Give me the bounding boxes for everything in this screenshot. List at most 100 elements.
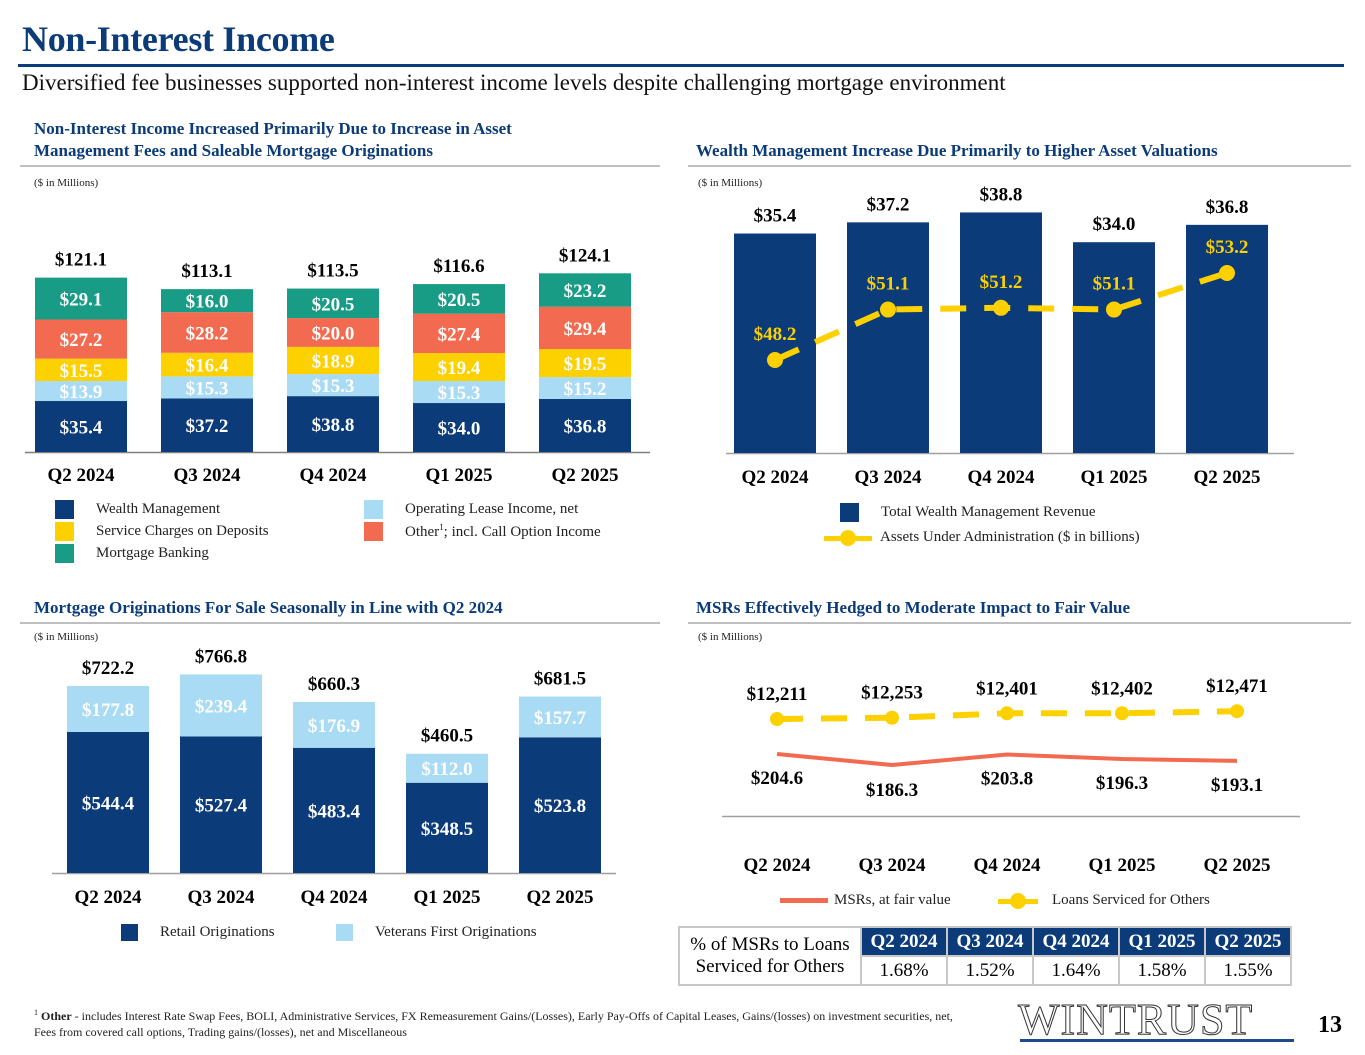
nii-segment-label: $36.8 [564,417,607,438]
nii-segment-label: $23.2 [564,281,607,302]
nii-segment-label: $16.4 [186,356,229,377]
mortgage-segment-label: $157.7 [534,708,587,729]
nii-legend-item: Other1; incl. Call Option Income [364,522,601,541]
nii-legend-item: Operating Lease Income, net [364,500,578,519]
title-divider [18,64,1344,67]
legend-swatch [55,500,74,519]
mortgage-total-label: $766.8 [195,646,247,667]
nii-segment-label: $29.4 [564,319,607,340]
msr-line-chart: Q2 2024 Q3 2024 Q4 2024 Q1 2025 Q2 2025 $204.… [722,676,1300,876]
nii-bar-segment [539,399,631,452]
loans-serviced-data-label: $12,401 [976,678,1038,699]
mortgage-bar-segment [67,685,149,733]
legend-line-marker-icon [998,892,1038,909]
mortgage-segment-label: $112.0 [421,759,472,780]
aua-data-label: $51.2 [980,272,1023,293]
wealth-units-label: ($ in Millions) [698,177,763,189]
nii-bar-segment [35,319,127,359]
mortgage-legend-item: Retail Originations [121,924,275,941]
msr-table-cell: 1.52% [946,955,1034,986]
nii-bar-segment [539,273,631,307]
legend-label: Assets Under Administration ($ in billio… [880,529,1140,545]
mortgage-segment-label: $177.8 [82,700,134,721]
mortgage-x-tick-label: Q3 2024 [187,887,255,908]
aua-marker [993,299,1009,316]
mortgage-x-tick-label: Q2 2025 [526,887,593,908]
nii-segment-label: $38.8 [312,415,355,436]
nii-units-label: ($ in Millions) [34,177,99,189]
wealth-bar [1186,224,1268,453]
nii-x-tick-label: Q2 2024 [47,465,115,486]
nii-title-line1: Non-Interest Income Increased Primarily … [34,119,512,138]
mortgage-total-label: $460.5 [421,726,473,747]
nii-bar-segment [287,346,379,375]
nii-bar-segment [161,312,253,353]
msr-table-value-row: 1.68% 1.52% 1.64% 1.58% 1.55% [679,955,1292,986]
nii-bar-segment [161,376,253,399]
nii-segment-label: $37.2 [186,416,229,437]
msr-row-label-line2: Serviced for Others [695,956,845,977]
wealth-bar-label: $38.8 [980,185,1023,205]
msr-units-label: ($ in Millions) [698,631,763,643]
msr-table-cell: 1.64% [1032,955,1120,986]
mortgage-total-label: $660.3 [308,674,360,695]
msr-table-header: Q1 2025 [1118,926,1206,957]
msr-fair-value-line [776,752,1238,768]
nii-bar-segment [287,318,379,347]
nii-segment-label: $15.5 [60,361,103,382]
aua-data-label: $53.2 [1206,237,1249,258]
nii-x-tick-label: Q3 2024 [173,465,241,486]
legend-swatch [55,522,74,541]
nii-bar-segment [161,352,253,377]
msr-data-label: $203.8 [981,769,1033,790]
nii-legend-item: Service Charges on Deposits [55,522,269,541]
nii-panel-divider [20,165,660,167]
mortgage-bar-segment [519,696,601,738]
footnote-term: Other [41,1009,72,1023]
legend-swatch [55,544,74,563]
nii-segment-label: $15.3 [186,378,229,399]
nii-bar-segment [35,358,127,382]
mortgage-total-label: $722.2 [82,658,134,679]
mortgage-bar-segment [406,782,488,873]
nii-legend-item: Mortgage Banking [55,544,209,563]
msr-table-header: Q2 2024 [860,926,948,957]
aua-data-label: $48.2 [754,324,797,345]
loans-serviced-marker [1230,704,1244,719]
page-number: 13 [1318,1012,1342,1038]
nii-bar-segment [287,396,379,452]
mortgage-legend-item: Veterans First Originations [336,924,537,941]
msr-table-header-row: % of MSRs to Loans Serviced for Others Q… [678,926,1292,986]
wealth-x-tick-label: Q2 2024 [741,467,809,488]
nii-total-label: $121.1 [55,250,107,271]
logo-underline [1020,1039,1294,1042]
msr-panel-divider [688,622,1351,624]
msr-x-tick-label: Q1 2025 [1088,855,1155,876]
mortgage-panel-title: Mortgage Originations For Sale Seasonall… [34,598,503,617]
mortgage-bar-segment [67,732,149,873]
loans-serviced-data-label: $12,471 [1206,676,1268,697]
nii-bar-segment [161,398,253,452]
nii-bar-segment [413,403,505,452]
mortgage-x-tick-label: Q1 2025 [413,887,480,908]
wealth-bar [960,212,1042,453]
wintrust-logo: WINTRUST [1017,995,1254,1045]
nii-segment-label: $19.5 [564,354,607,375]
nii-segment-label: $13.9 [60,382,103,403]
wealth-bar [847,222,929,453]
mortgage-bar-segment [180,674,262,737]
nii-segment-label: $20.0 [312,323,355,344]
msr-panel-title: MSRs Effectively Hedged to Moderate Impa… [696,598,1131,617]
msr-legend-item: Loans Serviced for Others [998,892,1210,909]
aua-data-label: $51.1 [1093,274,1136,295]
aua-data-label: $51.1 [867,274,910,295]
mortgage-segment-label: $348.5 [421,819,473,840]
nii-segment-label: $34.0 [438,419,481,440]
wealth-bar [1073,242,1155,453]
legend-label: Loans Serviced for Others [1052,892,1210,908]
legend-label: Retail Originations [160,924,275,940]
nii-bar-segment [35,277,127,320]
nii-segment-label: $27.4 [438,324,481,345]
msr-data-label: $186.3 [866,780,918,801]
nii-x-tick-label: Q2 2025 [551,465,618,486]
